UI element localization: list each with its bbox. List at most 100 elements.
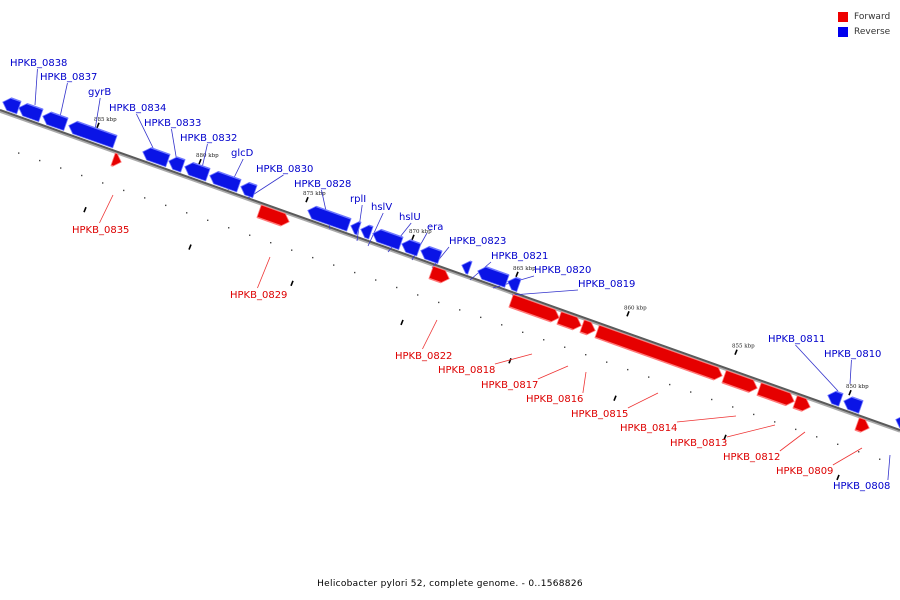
minor-tick (564, 346, 566, 348)
reverse-gene-arrow (209, 170, 242, 193)
backbone-shadow (0, 110, 900, 433)
reverse-gene-arrow (168, 156, 186, 173)
forward-gene-arrow-body (508, 294, 560, 323)
forward-gene-arrow (594, 324, 723, 381)
forward-gene-arrow-edge (256, 216, 282, 227)
forward-gene-label: HPKB_0813 (670, 438, 727, 449)
major-tick-lower (290, 280, 294, 287)
forward-gene-label: HPKB_0835 (72, 225, 129, 236)
forward-gene-arrow (756, 382, 795, 407)
kbp-label: 875 kbp (303, 191, 326, 197)
reverse-gene-arrow-edge (358, 221, 362, 224)
reverse-gene-label: HPKB_0832 (180, 133, 237, 144)
kbp-label: 870 kbp (409, 229, 432, 235)
minor-tick (417, 294, 419, 296)
minor-tick (144, 197, 146, 199)
major-tick (198, 158, 202, 165)
minor-tick (585, 354, 587, 356)
minor-tick (102, 182, 104, 184)
forward-gene-arrow-edge (428, 277, 442, 284)
forward-gene-arrow-edge (508, 306, 552, 323)
forward-gene-arrow-edge (792, 407, 803, 412)
forward-gene-arrow-body (428, 265, 450, 284)
gene-arrows (2, 97, 900, 433)
kbp-labels: 885 kbp 880 kbp 875 kbp 870 kbp 865 kbp 860 k… (94, 117, 869, 390)
forward-gene-arrow-edge (756, 394, 787, 407)
reverse-gene-arrow-body (461, 260, 473, 275)
minor-tick (270, 242, 272, 244)
reverse-gene-arrow-edge (315, 205, 352, 220)
leader-line (367, 212, 384, 247)
major-tick (411, 234, 415, 241)
reverse-gene-label: HPKB_0820 (534, 265, 591, 276)
minor-tick (354, 271, 356, 274)
forward-gene-arrow-body (256, 204, 290, 227)
minor-tick (879, 458, 881, 460)
major-tick (515, 271, 519, 278)
reverse-gene-arrow-edge (515, 276, 522, 281)
major-tick-lower (400, 319, 404, 326)
minor-tick (543, 339, 545, 341)
minor-tick (396, 286, 398, 289)
reverse-gene-label: HPKB_0823 (449, 236, 506, 247)
reverse-gene-arrow-edge (469, 260, 473, 263)
minor-tick (186, 212, 188, 214)
major-tick-lower (83, 206, 87, 213)
leader-line (887, 454, 891, 481)
leader-line (627, 392, 659, 409)
minor-tick (438, 301, 440, 304)
leader-line (59, 82, 68, 118)
reverse-gene-arrow-edge (851, 396, 864, 402)
genome-backbone (0, 109, 900, 433)
forward-gene-arrow-edge (854, 429, 862, 433)
reverse-gene-arrow (2, 97, 22, 115)
reverse-gene-label: HPKB_0828 (294, 179, 351, 190)
reverse-gene-arrow (240, 181, 258, 199)
kbp-label: 850 kbp (846, 384, 869, 390)
minor-tick (165, 204, 167, 207)
major-tick (96, 122, 100, 129)
forward-gene-label: HPKB_0822 (395, 351, 452, 362)
reverse-gene-arrow-edge (428, 245, 443, 252)
map-caption: Helicobacter pylori 52, complete genome.… (317, 579, 583, 589)
reverse-gene-arrow (68, 120, 118, 149)
leader-line (94, 97, 101, 131)
reverse-gene-arrow (42, 111, 69, 132)
reverse-gene-arrow-body (895, 417, 900, 429)
kbp-label: 880 kbp (196, 153, 219, 159)
reverse-gene-arrow-edge (192, 162, 211, 170)
reverse-gene-arrow (401, 239, 422, 257)
reverse-gene-arrow (843, 396, 864, 414)
minor-tick (522, 331, 524, 333)
kbp-label: 855 kbp (732, 344, 755, 350)
minor-tick (207, 219, 209, 221)
kbp-label: 865 kbp (513, 266, 536, 272)
forward-gene-label: HPKB_0812 (723, 452, 780, 463)
reverse-gene-label: glcD (231, 148, 254, 159)
reverse-gene-arrow-edge (368, 224, 374, 228)
minor-tick-dots (18, 152, 881, 460)
leader-line (832, 447, 863, 466)
major-tick (626, 310, 630, 317)
reverse-gene-label: gyrB (88, 87, 111, 98)
minor-tick (375, 279, 377, 281)
leader-line (795, 344, 839, 392)
minor-tick (249, 234, 251, 236)
reverse-gene-arrow (507, 276, 522, 293)
reverse-gene-arrow-edge (409, 239, 422, 245)
forward-swatch (838, 11, 848, 22)
reverse-gene-label: rplI (350, 194, 366, 205)
reverse-gene-arrow (461, 260, 473, 275)
minor-tick (690, 391, 692, 393)
minor-tick (39, 159, 41, 162)
reverse-gene-label: HPKB_0811 (768, 334, 825, 345)
minor-tick (312, 256, 314, 259)
reverse-gene-label: hslV (371, 202, 392, 213)
reverse-gene-label: HPKB_0837 (40, 72, 97, 83)
minor-tick (606, 361, 608, 363)
minor-tick (795, 428, 797, 431)
minor-tick (858, 451, 860, 453)
major-tick-lower (723, 434, 727, 441)
forward-gene-arrow (110, 152, 122, 167)
reverse-gene-label: HPKB_0833 (144, 118, 201, 129)
